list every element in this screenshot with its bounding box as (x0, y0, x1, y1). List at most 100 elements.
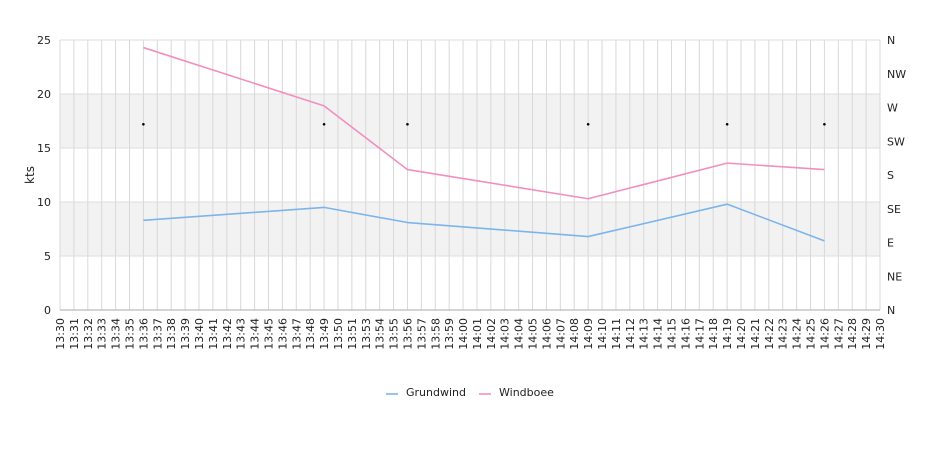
direction-tick-label: N (887, 304, 895, 317)
direction-marker (823, 122, 826, 126)
series-lines (143, 46, 825, 242)
x-tick-label: 13:57 (415, 318, 428, 350)
x-tick-label: 13:35 (123, 318, 136, 350)
x-tick-label: 13:38 (165, 318, 178, 350)
direction-tick-label: E (887, 237, 894, 250)
x-tick-label: 13:43 (235, 318, 248, 350)
x-tick-label: 14:29 (860, 318, 873, 350)
x-tick-label: 13:44 (249, 318, 262, 350)
x-tick-label: 13:39 (179, 318, 192, 350)
direction-marker (322, 122, 326, 126)
x-tick-label: 14:22 (763, 318, 776, 350)
x-axis-tick-labels: 13:30 13:31 13:32 13:33 13:34 13:35 13:36 13:37… (54, 318, 887, 350)
x-tick-label: 13:48 (304, 318, 317, 350)
x-tick-label: 14:17 (693, 318, 706, 350)
x-tick-label: 14:16 (679, 318, 692, 350)
x-tick-label: 14:11 (610, 318, 623, 350)
x-tick-label: 14:30 (874, 318, 887, 350)
x-tick-label: 13:42 (221, 318, 234, 350)
plot-bands (60, 94, 880, 256)
direction-tick-label: NW (887, 68, 906, 81)
x-tick-label: 14:06 (540, 318, 553, 350)
direction-tick-label: NE (887, 270, 902, 283)
x-tick-label: 14:13 (638, 318, 651, 350)
x-tick-label: 14:09 (582, 318, 595, 350)
y-axis-label: kts (23, 166, 37, 184)
x-tick-label: 14:19 (721, 318, 734, 350)
x-tick-label: 14:23 (777, 318, 790, 350)
x-tick-label: 14:04 (513, 318, 526, 350)
x-tick-label: 13:51 (346, 318, 359, 350)
x-tick-label: 13:41 (207, 318, 220, 350)
direction-marker (142, 122, 145, 126)
direction-marker (406, 122, 409, 126)
direction-tick-label: SW (887, 135, 905, 148)
x-tick-label: 14:28 (846, 318, 859, 350)
x-tick-label: 14:05 (527, 318, 540, 350)
direction-tick-label: S (887, 169, 894, 182)
x-tick-label: 13:37 (151, 318, 164, 350)
x-tick-label: 14:07 (554, 318, 567, 350)
direction-marker (725, 122, 729, 126)
x-tick-label: 14:08 (568, 318, 581, 350)
direction-tick-label: SE (887, 203, 901, 216)
plot-band (60, 202, 880, 256)
x-tick-label: 13:33 (96, 318, 109, 350)
x-tick-label: 13:49 (318, 318, 331, 350)
y-tick-label: 20 (37, 88, 51, 101)
series-line-windboee (143, 46, 825, 200)
x-tick-label: 13:53 (360, 318, 373, 350)
series-line-grundwind (143, 203, 825, 242)
x-tick-label: 14:01 (471, 318, 484, 350)
direction-axis-tick-labels: N NE E SE S SW W NW N (887, 34, 906, 317)
x-tick-label: 14:24 (791, 318, 804, 350)
legend-label: Grundwind (406, 386, 466, 399)
x-tick-label: 13:54 (374, 318, 387, 350)
x-tick-label: 13:50 (332, 318, 345, 350)
x-tick-label: 13:31 (68, 318, 81, 350)
legend-item-grundwind[interactable]: Grundwind (386, 386, 466, 399)
x-tick-label: 14:15 (666, 318, 679, 350)
direction-tick-label: N (887, 34, 895, 47)
x-tick-label: 13:40 (193, 318, 206, 350)
x-tick-label: 13:36 (137, 318, 150, 350)
y-axis-tick-labels: 0 5 10 15 20 25 (37, 34, 51, 317)
x-tick-label: 14:10 (596, 318, 609, 350)
direction-tick-label: W (887, 102, 898, 115)
x-tick-label: 13:30 (54, 318, 67, 350)
vertical-gridlines (59, 40, 881, 310)
x-tick-label: 13:58 (429, 318, 442, 350)
x-tick-label: 14:00 (457, 318, 470, 350)
y-tick-label: 5 (44, 250, 51, 263)
x-tick-label: 14:02 (485, 318, 498, 350)
x-tick-label: 14:26 (818, 318, 831, 350)
horizontal-gridlines (60, 39, 880, 311)
x-tick-label: 14:27 (832, 318, 845, 350)
x-tick-label: 13:59 (443, 318, 456, 350)
legend-label: Windboee (499, 386, 554, 399)
y-tick-label: 0 (44, 304, 51, 317)
x-tick-label: 13:56 (401, 318, 414, 350)
direction-markers (142, 122, 826, 126)
x-tick-label: 13:47 (290, 318, 303, 350)
x-tick-label: 14:20 (735, 318, 748, 350)
x-tick-label: 14:18 (707, 318, 720, 350)
x-tick-label: 13:46 (276, 318, 289, 350)
legend[interactable]: Grundwind Windboee (386, 386, 554, 399)
y-tick-label: 10 (37, 196, 51, 209)
x-tick-label: 14:14 (652, 318, 665, 350)
x-tick-label: 14:25 (805, 318, 818, 350)
x-tick-label: 13:34 (110, 318, 123, 350)
plot-band (60, 94, 880, 148)
direction-marker (586, 122, 590, 126)
x-tick-label: 13:32 (82, 318, 95, 350)
x-tick-label: 14:21 (749, 318, 762, 350)
y-tick-label: 15 (37, 142, 51, 155)
x-tick-label: 13:55 (388, 318, 401, 350)
x-tick-label: 13:45 (262, 318, 275, 350)
y-tick-label: 25 (37, 34, 51, 47)
legend-item-windboee[interactable]: Windboee (479, 386, 554, 399)
x-tick-label: 14:12 (624, 318, 637, 350)
x-tick-label: 14:03 (499, 318, 512, 350)
